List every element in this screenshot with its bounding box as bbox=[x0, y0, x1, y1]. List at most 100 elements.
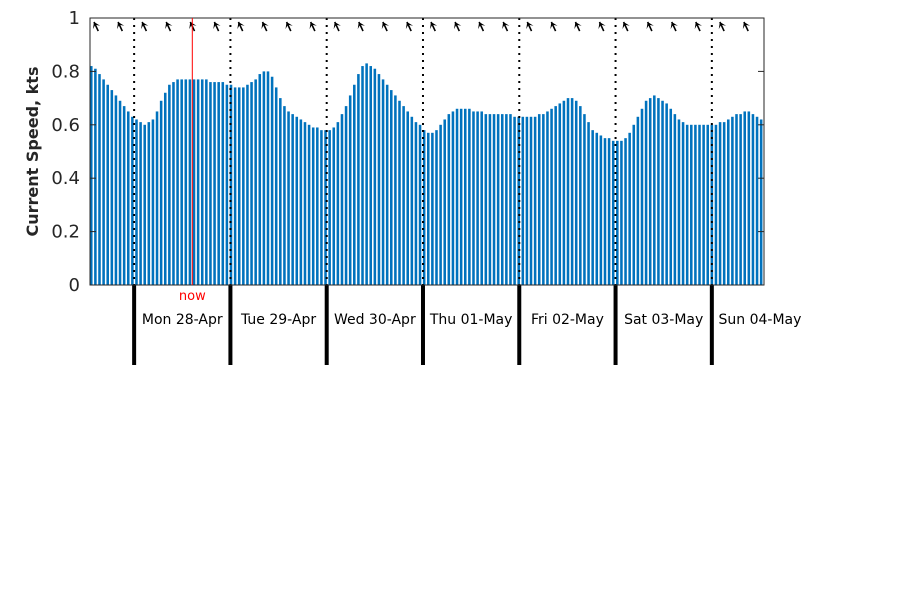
speed-bar bbox=[246, 84, 249, 285]
speed-bar bbox=[180, 79, 183, 285]
speed-bar bbox=[242, 87, 245, 285]
direction-arrow-icon bbox=[165, 21, 173, 32]
day-label: Wed 30-Apr bbox=[334, 312, 416, 328]
direction-arrow-icon bbox=[694, 21, 702, 32]
speed-bar bbox=[496, 114, 500, 286]
speed-bar bbox=[266, 71, 270, 286]
speed-bar bbox=[513, 116, 516, 285]
speed-bar bbox=[476, 111, 479, 285]
speed-bar bbox=[722, 122, 726, 285]
speed-bar bbox=[336, 122, 340, 285]
speed-bar bbox=[143, 124, 146, 285]
direction-arrows bbox=[92, 21, 751, 32]
y-tick-label: 0.8 bbox=[51, 61, 80, 82]
day-label: Tue 29-Apr bbox=[240, 312, 316, 328]
speed-bar bbox=[739, 114, 742, 286]
speed-bar bbox=[599, 135, 603, 285]
speed-bar bbox=[225, 84, 229, 285]
speed-bar bbox=[603, 138, 607, 285]
speed-bar bbox=[320, 130, 323, 285]
y-tick-label: 0.6 bbox=[51, 115, 80, 136]
speed-bar bbox=[98, 74, 101, 285]
speed-bar bbox=[410, 116, 414, 285]
speed-bar bbox=[217, 82, 220, 285]
speed-bar bbox=[525, 116, 529, 285]
speed-bar bbox=[685, 124, 689, 285]
speed-bar bbox=[344, 106, 348, 285]
speed-bar bbox=[287, 111, 290, 285]
speed-bar bbox=[114, 95, 118, 286]
speed-bar bbox=[488, 114, 492, 286]
speed-bar bbox=[579, 106, 582, 285]
speed-bar bbox=[377, 74, 381, 285]
speed-bar bbox=[126, 111, 130, 285]
day-label: Fri 02-May bbox=[531, 312, 604, 328]
now-label: now bbox=[179, 289, 206, 304]
speed-bar bbox=[591, 130, 594, 285]
speed-bar bbox=[500, 114, 504, 286]
speed-bar bbox=[250, 82, 253, 285]
speed-bar bbox=[90, 66, 93, 285]
direction-arrow-icon bbox=[357, 21, 365, 32]
day-label: Thu 01-May bbox=[429, 312, 513, 328]
speed-bar bbox=[361, 66, 364, 285]
speed-bar bbox=[616, 140, 619, 285]
day-label: Mon 28-Apr bbox=[142, 312, 223, 328]
y-tick-label: 0.4 bbox=[51, 168, 80, 189]
direction-arrow-icon bbox=[453, 21, 462, 32]
speed-bar bbox=[439, 124, 442, 285]
speed-bar bbox=[653, 95, 656, 286]
y-tick-label: 0.2 bbox=[51, 222, 80, 243]
speed-bar bbox=[607, 138, 611, 285]
speed-bar bbox=[657, 98, 660, 285]
speed-bar bbox=[648, 98, 652, 285]
speed-bar bbox=[328, 130, 331, 285]
speed-bar bbox=[118, 100, 122, 286]
speed-bar bbox=[295, 116, 299, 285]
speed-bar bbox=[472, 111, 475, 285]
speed-bar bbox=[533, 116, 537, 285]
speed-bar bbox=[665, 103, 668, 285]
speed-bar bbox=[529, 116, 533, 285]
speed-bar bbox=[714, 124, 718, 285]
bar-series bbox=[90, 63, 763, 286]
speed-bar bbox=[587, 122, 590, 285]
speed-bar bbox=[221, 82, 225, 285]
direction-arrow-icon bbox=[116, 21, 125, 32]
speed-bar bbox=[743, 111, 746, 285]
speed-bar bbox=[324, 130, 327, 285]
speed-bar bbox=[316, 127, 319, 285]
speed-bar bbox=[262, 71, 266, 286]
speed-bar bbox=[537, 114, 541, 286]
speed-bar bbox=[673, 114, 677, 286]
speed-bar bbox=[102, 79, 105, 285]
speed-bar bbox=[307, 124, 311, 285]
speed-bar bbox=[562, 100, 566, 286]
direction-arrow-icon bbox=[550, 21, 558, 32]
speed-bar bbox=[583, 114, 586, 286]
speed-bar bbox=[546, 111, 549, 285]
y-tick-label: 1 bbox=[69, 8, 80, 29]
speed-bar bbox=[390, 90, 393, 285]
direction-arrow-icon bbox=[213, 21, 221, 32]
direction-arrow-icon bbox=[478, 21, 486, 32]
speed-bar bbox=[463, 108, 467, 285]
speed-bar bbox=[690, 124, 693, 285]
direction-arrow-icon bbox=[381, 21, 390, 32]
speed-bar bbox=[122, 106, 126, 285]
speed-bar bbox=[369, 66, 373, 285]
speed-bar bbox=[731, 116, 734, 285]
speed-bar bbox=[509, 114, 512, 286]
speed-bar bbox=[632, 124, 636, 285]
speed-bar bbox=[669, 108, 673, 285]
direction-arrow-icon bbox=[237, 21, 245, 32]
speed-bar bbox=[595, 132, 599, 285]
speed-bar bbox=[311, 127, 315, 285]
speed-bar bbox=[644, 100, 648, 286]
speed-bar bbox=[706, 124, 710, 285]
speed-bar bbox=[381, 79, 385, 285]
speed-bar bbox=[348, 95, 352, 286]
speed-bar bbox=[357, 74, 360, 285]
y-axis-ticks: 0 0.2 0.4 0.6 0.8 1 bbox=[51, 8, 764, 296]
speed-bar bbox=[710, 124, 714, 285]
